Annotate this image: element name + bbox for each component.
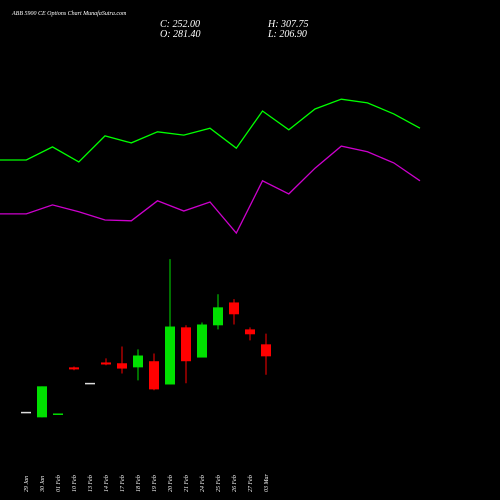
- x-tick-label: 17 Feb: [120, 475, 126, 492]
- x-tick-label: 21 Feb: [184, 475, 190, 492]
- candle-body: [85, 382, 95, 385]
- candle-body: [53, 413, 63, 415]
- candle-body: [229, 302, 239, 315]
- candle-body: [245, 329, 255, 335]
- x-tick-label: 25 Feb: [216, 475, 222, 492]
- ohlc-close: C: 252.00: [160, 19, 200, 30]
- indicator-line: [0, 98, 421, 163]
- ohlc-open: O: 281.40: [160, 29, 201, 40]
- candle-body: [261, 344, 271, 357]
- candle-body: [133, 355, 143, 368]
- x-tick-label: 19 Feb: [152, 475, 158, 492]
- x-tick-label: 14 Feb: [103, 475, 110, 492]
- candle-body: [213, 307, 223, 326]
- x-tick-label: 20 Feb: [168, 475, 174, 492]
- x-tick-label: 24 Feb: [199, 475, 206, 492]
- x-tick-label: 10 Feb: [72, 475, 78, 492]
- x-tick-label: 01 Feb: [56, 475, 62, 492]
- candle-body: [69, 367, 79, 370]
- candle-body: [117, 363, 127, 369]
- x-tick-label: 18 Feb: [136, 475, 142, 492]
- x-tick-label: 29 Jan: [24, 476, 30, 492]
- x-tick-label: 30 Jan: [40, 476, 46, 493]
- candle-body: [37, 386, 47, 418]
- ohlc-low: L: 206.90: [267, 29, 307, 40]
- candle-body: [21, 411, 31, 414]
- x-tick-label: 03 Mar: [264, 474, 270, 492]
- candle-body: [197, 324, 207, 358]
- x-tick-label: 13 Feb: [88, 475, 94, 492]
- candle-body: [181, 327, 191, 362]
- candle-body: [165, 326, 175, 385]
- x-tick-label: 27 Feb: [248, 475, 254, 492]
- candle-body: [149, 361, 159, 390]
- x-tick-label: 26 Feb: [232, 475, 238, 492]
- chart-title: ABB 5900 CE Options Chart MunafaSutra.co…: [11, 10, 127, 17]
- indicator-line: [0, 145, 421, 235]
- candle-body: [101, 362, 111, 365]
- ohlc-high: H: 307.75: [267, 19, 309, 30]
